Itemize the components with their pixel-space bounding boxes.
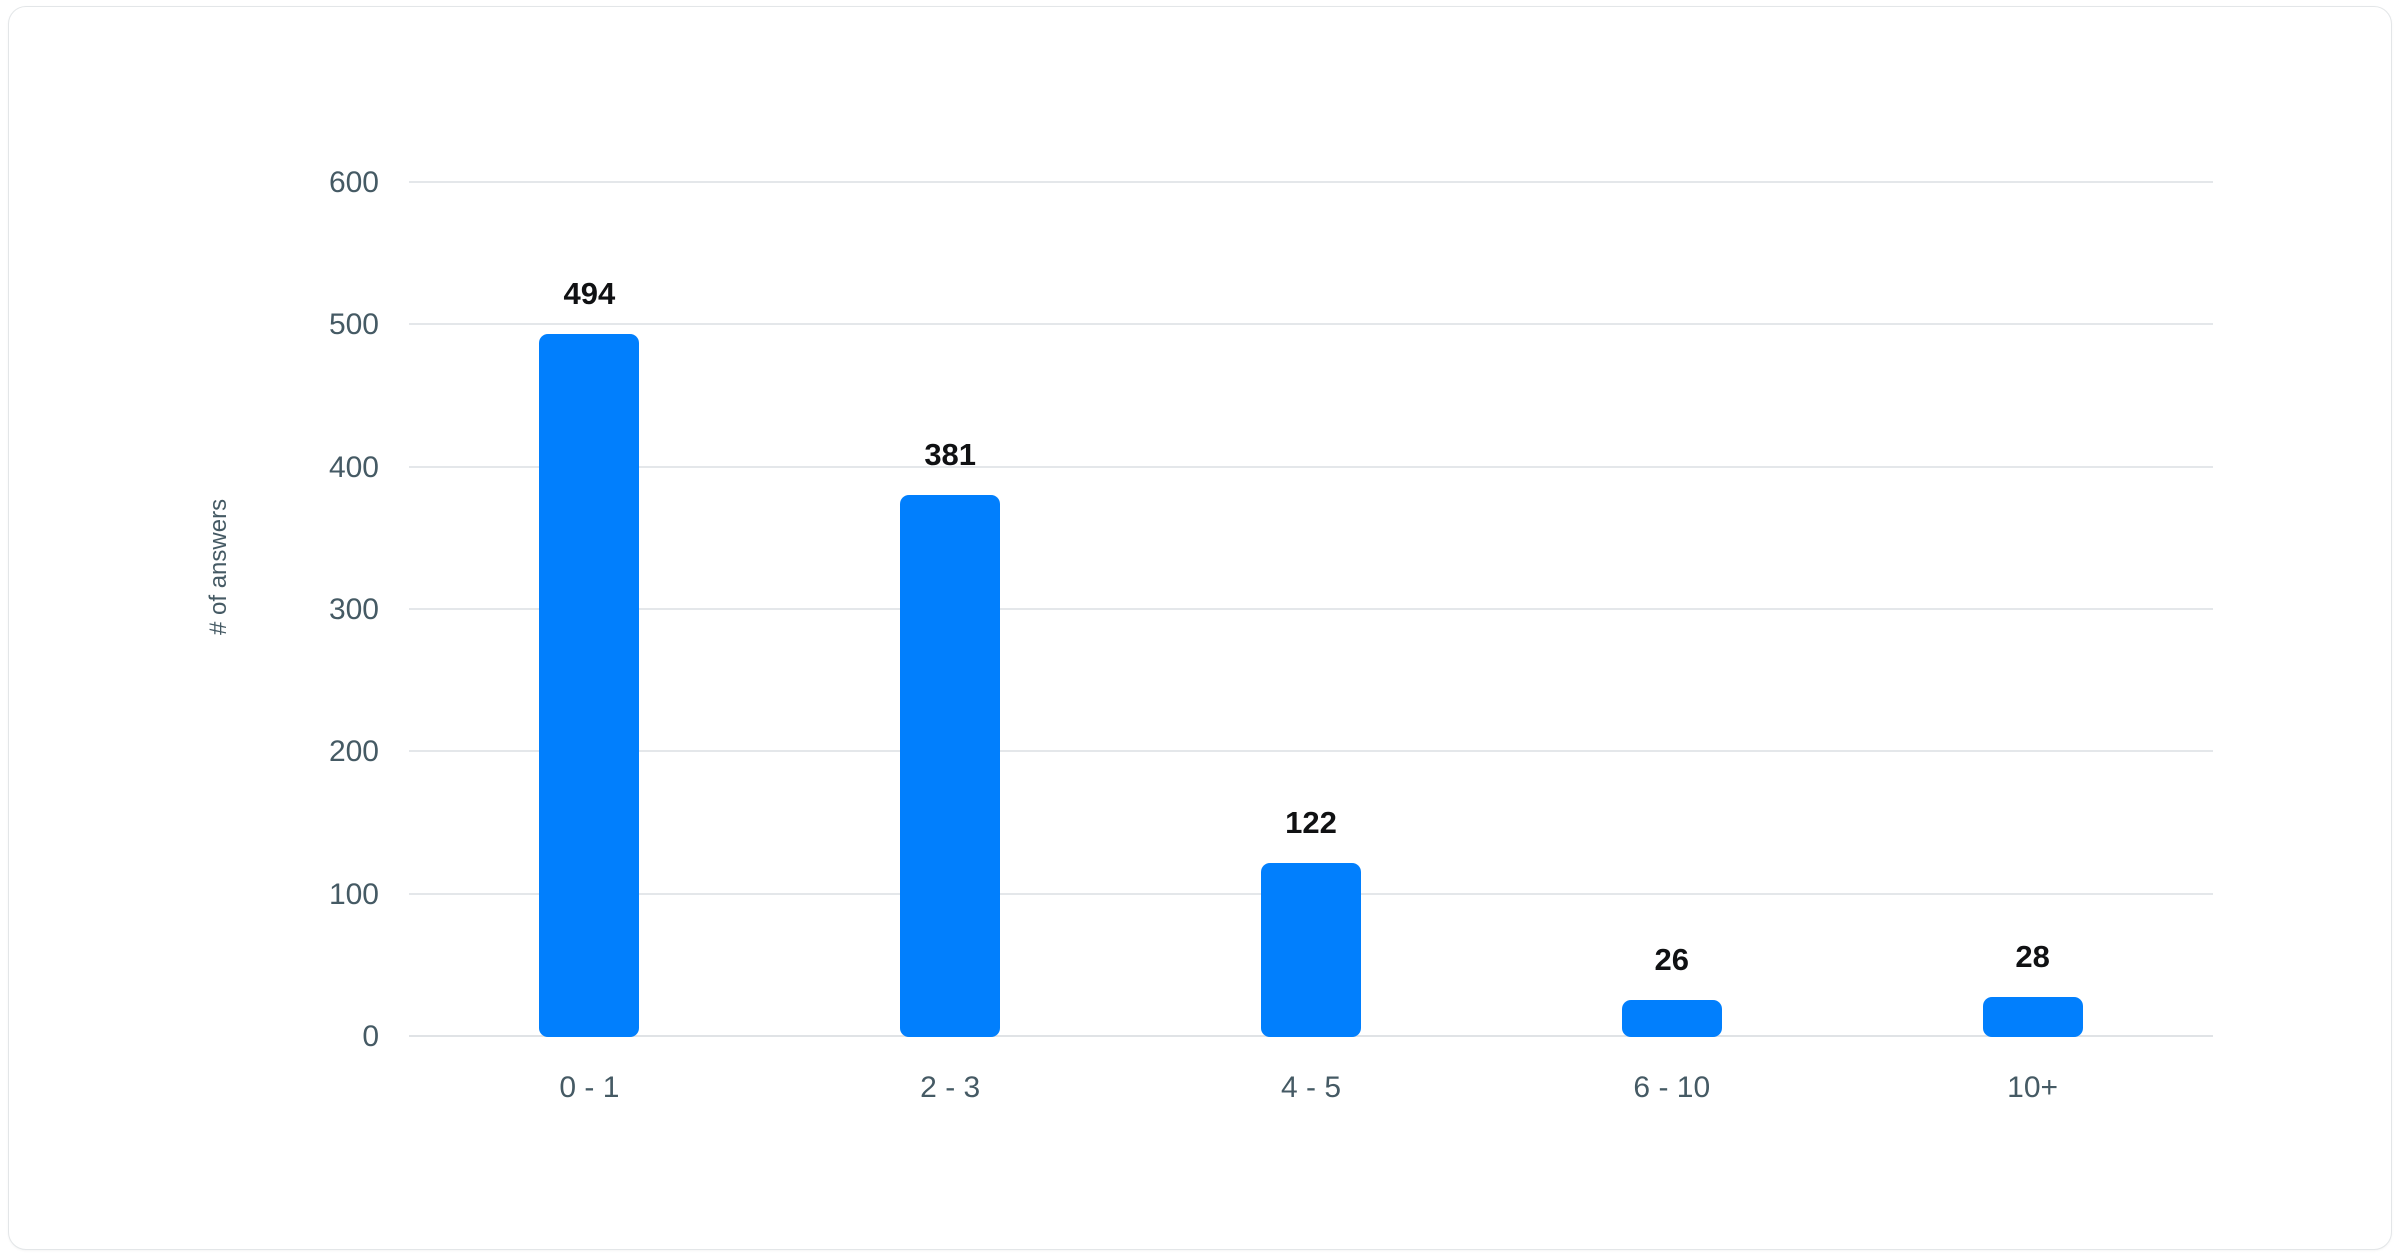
bar-group: 122 4 - 5 [1131, 183, 1492, 1104]
bar-group: 28 10+ [1852, 183, 2213, 1104]
bar-value-label: 28 [2015, 939, 2050, 975]
bar[interactable] [1621, 1000, 1722, 1037]
x-tick-label: 10+ [2007, 1071, 2059, 1104]
bar-value-label: 381 [924, 436, 977, 472]
bar[interactable] [1982, 997, 2083, 1037]
gridline-400 [409, 465, 2213, 468]
gridline-600 [409, 181, 2213, 183]
y-axis-title: # of answers [205, 498, 232, 635]
chart-card: # of answers 0 100 200 300 400 500 600 494 0 - … [8, 6, 2392, 1250]
bar-value-label: 26 [1654, 942, 1690, 977]
gridline-200 [409, 750, 2213, 753]
bar-value-label: 494 [563, 275, 616, 311]
y-tick-label-300: 300 [328, 593, 379, 626]
y-tick-label-200: 200 [328, 735, 379, 769]
bar-value-label: 122 [1285, 805, 1337, 841]
y-tick-label-600: 600 [328, 166, 379, 199]
y-tick-label-400: 400 [328, 450, 379, 484]
bar-group: 381 2 - 3 [770, 183, 1131, 1104]
bar[interactable] [900, 494, 1001, 1037]
bar[interactable] [1260, 863, 1361, 1037]
bar[interactable] [539, 333, 640, 1037]
bar-group: 26 6 - 10 [1491, 183, 1852, 1104]
x-tick-label: 0 - 1 [559, 1071, 620, 1104]
gridline-500 [409, 323, 2213, 326]
x-tick-label: 6 - 10 [1633, 1071, 1711, 1104]
x-tick-label: 4 - 5 [1280, 1071, 1341, 1104]
y-tick-label-500: 500 [328, 308, 379, 342]
bar-group: 494 0 - 1 [409, 183, 770, 1104]
y-tick-label-0: 0 [362, 1020, 379, 1053]
y-tick-label-100: 100 [328, 877, 379, 911]
plot-area: 494 0 - 1 381 2 - 3 122 4 - 5 26 6 - 10 28 10+ [409, 181, 2213, 1104]
x-tick-label: 2 - 3 [920, 1071, 981, 1104]
gridline-300 [409, 608, 2213, 610]
